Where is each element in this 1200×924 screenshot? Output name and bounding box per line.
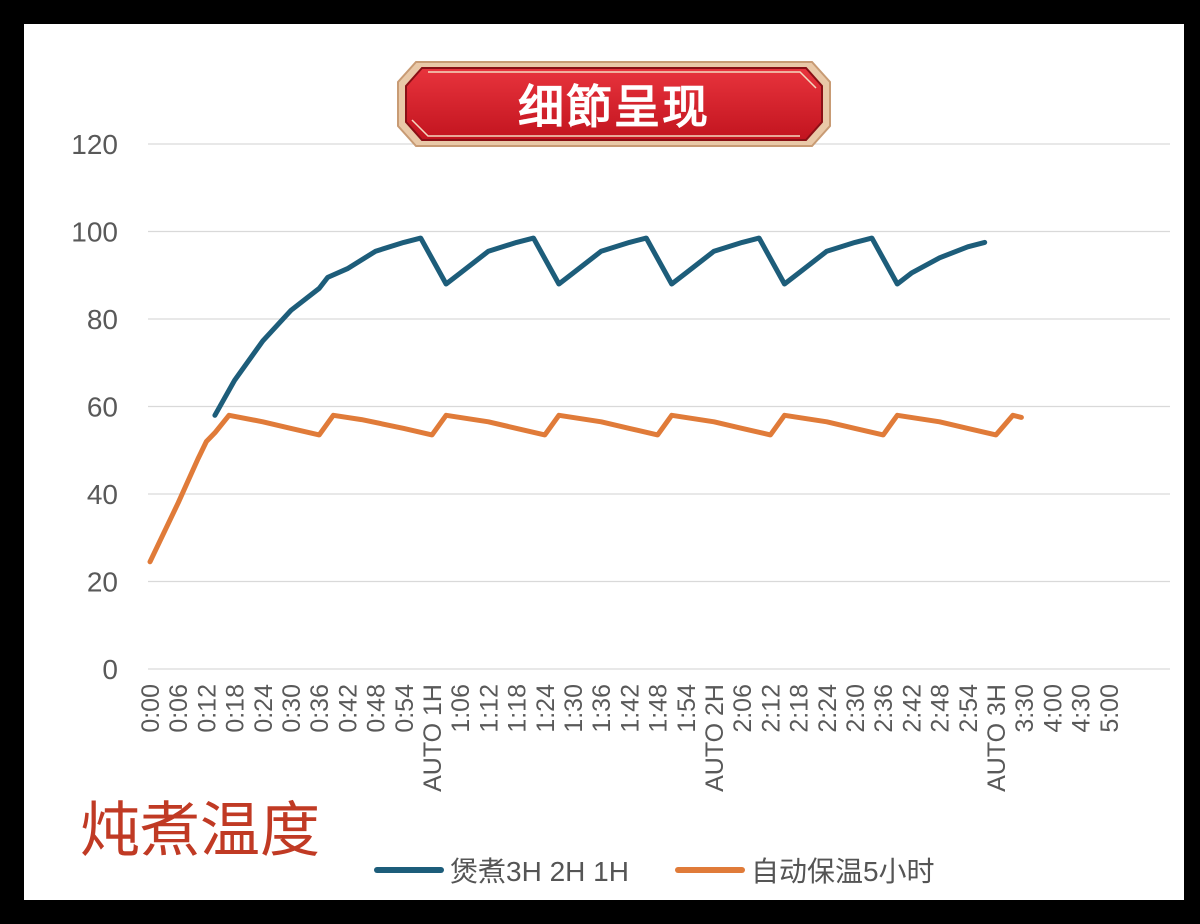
x-tick-label: 2:18	[786, 684, 814, 733]
legend-swatch-orange	[674, 867, 745, 873]
x-tick-label: 5:00	[1096, 684, 1124, 733]
x-tick-label: 2:36	[870, 684, 898, 733]
x-tick-label: 1:06	[447, 684, 475, 733]
x-tick-label: 1:24	[532, 684, 560, 733]
y-tick-label: 80	[87, 304, 118, 335]
x-tick-label: 0:54	[391, 684, 419, 733]
x-tick-label: 0:18	[222, 684, 250, 733]
x-tick-label: 0:06	[165, 684, 193, 733]
x-tick-label: 4:00	[1039, 684, 1067, 733]
x-tick-label: 1:54	[673, 684, 701, 733]
line-chart: 0 20 40 60 80 100 120 0:00 0:06 0:12 0:18 0:24 0:30…	[71, 129, 1170, 792]
x-tick-label: AUTO 3H	[983, 684, 1011, 792]
x-tick-label: 2:48	[927, 684, 955, 733]
x-tick-label: 2:12	[757, 684, 785, 733]
x-tick-label: 0:24	[250, 684, 278, 733]
gridlines	[148, 143, 1170, 670]
chart-legend: 煲煮3H 2H 1H 自动保温5小时	[374, 850, 981, 890]
y-tick-label: 40	[87, 479, 118, 510]
x-tick-label: 2:06	[729, 684, 757, 733]
legend-swatch-teal	[374, 867, 444, 873]
chart-caption: 炖煮温度	[80, 796, 320, 866]
x-tick-label: 4:30	[1068, 684, 1096, 733]
legend-label-series-1: 煲煮3H 2H 1H	[450, 856, 629, 887]
legend-item-series-1: 煲煮3H 2H 1H	[374, 850, 629, 890]
x-tick-label: 0:48	[363, 684, 391, 733]
x-tick-label: 0:36	[306, 684, 334, 733]
x-tick-label: 0:42	[334, 684, 362, 733]
series-line-2	[147, 412, 1024, 565]
legend-label-series-2: 自动保温5小时	[750, 856, 935, 887]
x-tick-label: 1:36	[588, 684, 616, 733]
x-tick-label: 3:30	[1011, 684, 1039, 733]
y-tick-label: 20	[87, 567, 118, 598]
x-tick-label: 0:12	[193, 684, 221, 733]
title-banner: 细節呈现	[394, 58, 834, 150]
y-tick-label: 100	[71, 217, 118, 248]
banner-ornament	[397, 61, 831, 147]
x-tick-label: 1:30	[560, 684, 588, 733]
x-tick-label: 1:12	[475, 684, 503, 733]
y-tick-label: 120	[71, 129, 118, 160]
x-tick-label: 0:00	[137, 684, 165, 733]
series-lines	[147, 235, 1024, 565]
x-tick-label: AUTO 2H	[701, 684, 729, 792]
x-tick-label: 2:24	[814, 684, 842, 733]
x-tick-label: 2:30	[842, 684, 870, 733]
banner-title: 细節呈现	[518, 80, 710, 134]
x-tick-label: 2:42	[898, 684, 926, 733]
y-tick-label: 0	[102, 654, 118, 685]
x-tick-label: AUTO 1H	[419, 684, 447, 792]
legend-item-series-2: 自动保温5小时	[674, 850, 935, 890]
x-tick-label: 1:18	[504, 684, 532, 733]
x-tick-label: 2:54	[955, 684, 983, 733]
y-tick-label: 60	[87, 392, 118, 423]
series-line-1	[212, 235, 988, 418]
chart-frame: 0 20 40 60 80 100 120 0:00 0:06 0:12 0:18 0:24 0:30…	[24, 24, 1184, 900]
x-tick-label: 1:42	[616, 684, 644, 733]
x-axis-tick-labels: 0:00 0:06 0:12 0:18 0:24 0:30 0:36 0:42 0:48 0:54…	[137, 684, 1124, 792]
x-tick-label: 1:48	[645, 684, 673, 733]
x-tick-label: 0:30	[278, 684, 306, 733]
y-axis-tick-labels: 0 20 40 60 80 100 120	[71, 129, 118, 685]
